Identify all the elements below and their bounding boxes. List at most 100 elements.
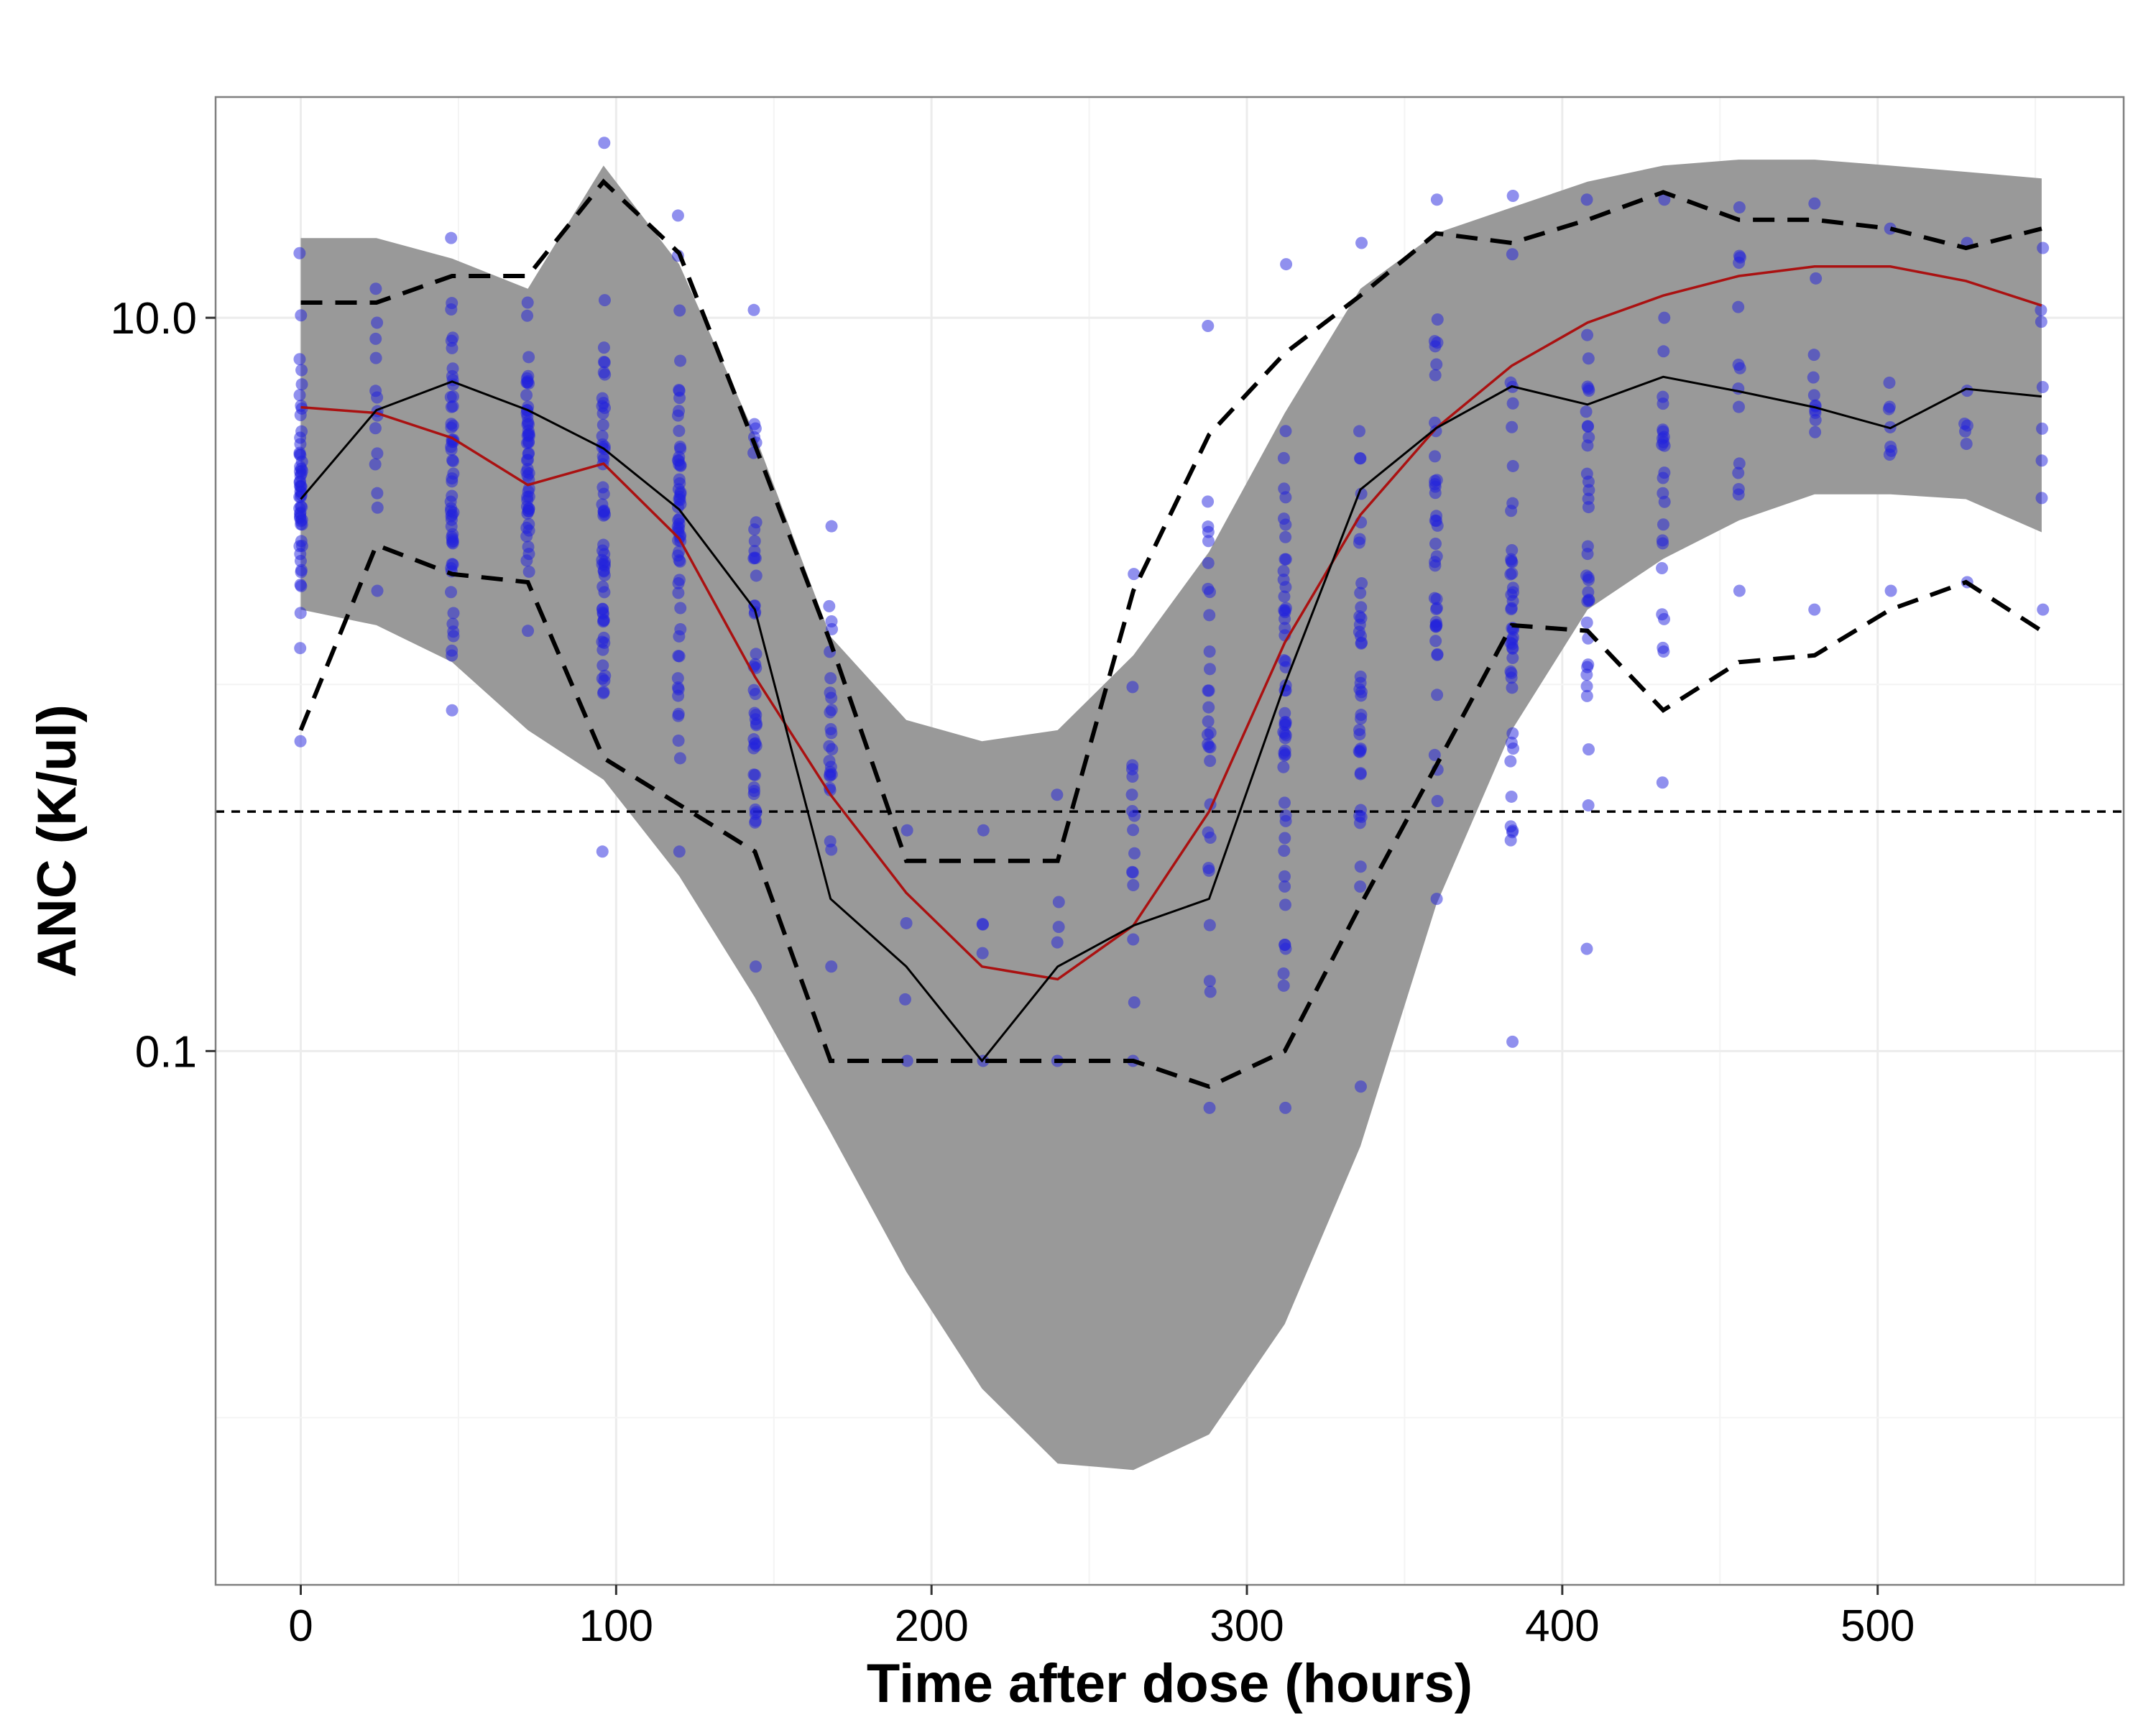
observation-point [750, 960, 763, 973]
observation-point [1733, 457, 1746, 470]
observation-point [295, 309, 308, 322]
observation-point [522, 524, 535, 537]
observation-point [371, 447, 384, 460]
observation-point [1279, 491, 1292, 504]
x-axis-title: Time after dose (hours) [867, 1653, 1473, 1714]
observation-point [294, 555, 307, 568]
observation-point [1204, 586, 1217, 599]
observation-point [294, 579, 307, 592]
observation-point [293, 247, 306, 259]
observation-point [1279, 832, 1291, 845]
observation-point [597, 487, 610, 500]
observation-point [597, 453, 610, 466]
observation-point [597, 366, 610, 379]
observation-point [1430, 358, 1443, 371]
observation-point [1583, 743, 1595, 756]
observation-point [446, 558, 459, 571]
observation-point [1203, 1101, 1216, 1114]
observation-point [294, 607, 307, 620]
observation-points [293, 137, 2050, 1114]
observation-point [1355, 637, 1368, 650]
observation-point [1203, 609, 1216, 622]
observation-point [1429, 474, 1442, 487]
observation-point [1277, 564, 1290, 577]
observation-point [900, 1054, 913, 1067]
observation-point [673, 392, 686, 405]
observation-point [2035, 454, 2048, 467]
observation-point [1202, 864, 1215, 877]
median-predicted-line [300, 265, 2042, 981]
observation-point [1809, 426, 1822, 438]
observation-point [294, 735, 307, 748]
observation-point [1431, 648, 1444, 661]
observation-point [1353, 625, 1365, 638]
observation-point [900, 916, 913, 929]
observation-point [1656, 534, 1669, 547]
observation-point [1202, 684, 1215, 697]
observation-point [1505, 505, 1518, 518]
observation-point [1883, 400, 1896, 413]
observation-point [522, 448, 535, 461]
observation-point [446, 341, 459, 354]
observation-point [522, 625, 535, 638]
observation-point [1582, 352, 1595, 365]
observation-point [1128, 809, 1141, 822]
observation-point [747, 303, 760, 316]
observation-point [1506, 727, 1519, 740]
observation-point [1278, 749, 1291, 762]
observation-point [2035, 316, 2047, 328]
observation-point [597, 614, 610, 627]
observation-point [1884, 222, 1897, 235]
observation-point [1429, 620, 1442, 633]
observation-point [1279, 604, 1291, 617]
observation-point [2037, 242, 2050, 254]
observation-point [1506, 397, 1519, 410]
observation-point [1279, 553, 1292, 566]
observation-point [1127, 878, 1140, 891]
observation-point [1429, 369, 1442, 382]
x-tick-label: 100 [579, 1601, 653, 1651]
observation-point [597, 686, 610, 699]
observation-point [1278, 654, 1291, 667]
observation-point [446, 400, 459, 413]
observation-point [446, 454, 459, 466]
observation-point [1506, 556, 1519, 569]
median-observed-line [300, 375, 2042, 1063]
observation-point [1430, 593, 1443, 606]
observation-point [823, 755, 836, 768]
observation-point [1202, 495, 1215, 508]
observation-point [2036, 422, 2049, 435]
observation-point [1279, 518, 1292, 531]
observation-point [295, 566, 308, 579]
observation-point [294, 642, 307, 655]
observation-point [750, 648, 763, 661]
observation-point [1355, 576, 1368, 589]
observation-point [1203, 645, 1216, 658]
observation-point [522, 351, 535, 364]
observation-point [2036, 380, 2049, 393]
y-axis-ticks: 0.1 10.0 [110, 294, 216, 1077]
observation-point [1583, 431, 1595, 443]
observation-point [1506, 248, 1519, 261]
observation-point [1504, 820, 1517, 833]
x-tick-label: 200 [894, 1601, 968, 1651]
observation-point [522, 548, 535, 561]
observation-point [1810, 272, 1823, 285]
observation-point [976, 918, 989, 931]
observation-point [371, 501, 384, 514]
observation-point [1278, 870, 1291, 883]
observation-point [1807, 389, 1820, 402]
observation-point [1733, 251, 1746, 264]
observation-point [445, 513, 458, 526]
observation-point [1201, 728, 1214, 741]
observation-point [747, 742, 760, 755]
observation-point [1353, 452, 1366, 465]
observation-point [1354, 768, 1367, 781]
observation-point [1128, 847, 1141, 860]
observation-point [2035, 304, 2047, 317]
observation-point [1580, 689, 1593, 702]
observation-point [824, 835, 837, 848]
observation-point [1202, 556, 1215, 569]
observation-point [371, 316, 384, 329]
observation-point [293, 353, 306, 366]
